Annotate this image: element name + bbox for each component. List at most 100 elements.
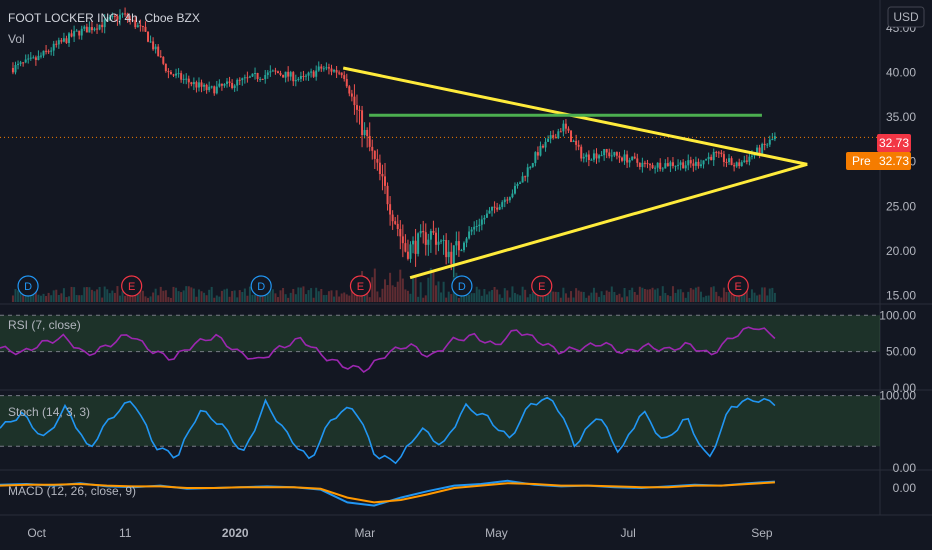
rsi-pane[interactable] — [0, 314, 880, 374]
volume-bar — [633, 291, 636, 302]
volume-bar — [730, 292, 733, 302]
volume-legend: Vol — [8, 32, 25, 46]
candle-body — [771, 139, 774, 141]
candle-body — [623, 154, 626, 161]
volume-bar — [669, 296, 672, 302]
candle-body — [368, 135, 371, 147]
candle-body — [106, 19, 109, 21]
candle-body — [394, 221, 397, 224]
candle-body — [208, 86, 211, 91]
candle-body — [478, 224, 481, 227]
volume-bar — [649, 289, 652, 302]
volume-bar — [129, 293, 132, 302]
event-marker-circle — [121, 275, 143, 297]
volume-bar — [406, 290, 409, 302]
volume-bar — [424, 295, 427, 302]
earnings-event-marker[interactable]: E — [531, 275, 553, 297]
volume-bar — [417, 296, 420, 302]
volume-bar — [697, 286, 700, 302]
candle-body — [717, 152, 720, 154]
candle-body — [96, 28, 99, 30]
volume-bar — [761, 287, 764, 302]
candle-body — [728, 158, 731, 163]
candle-body — [725, 161, 728, 163]
macd-pane[interactable] — [0, 479, 775, 507]
candle-body — [720, 152, 723, 155]
candle-body — [547, 138, 550, 142]
candle-body — [226, 81, 229, 84]
volume-bar — [157, 295, 160, 302]
candle-body — [748, 156, 751, 162]
candle-body — [294, 80, 297, 82]
volume-bar — [419, 282, 422, 302]
volume-bar — [626, 296, 629, 302]
volume-bar — [557, 292, 560, 302]
candle-body — [215, 86, 218, 94]
volume-bar — [164, 290, 167, 302]
candle-body — [17, 63, 20, 66]
candle-body — [131, 19, 134, 21]
candle-body — [88, 27, 91, 33]
candle-body — [218, 83, 221, 87]
volume-bar — [615, 295, 618, 302]
candle-body — [468, 231, 471, 239]
candle-body — [251, 73, 254, 77]
lower-trendline[interactable] — [409, 162, 808, 280]
candle-body — [259, 78, 262, 80]
dividend-event-marker[interactable]: D — [17, 275, 39, 297]
volume-bar — [513, 292, 516, 302]
volume-bar — [11, 295, 14, 302]
volume-bar — [414, 274, 417, 302]
volume-bar — [636, 294, 639, 302]
volume-bar — [37, 294, 40, 302]
earnings-event-marker[interactable]: E — [121, 275, 143, 297]
dividend-event-marker[interactable]: D — [451, 275, 473, 297]
candle-body — [457, 241, 460, 251]
volume-bar — [440, 292, 443, 302]
candle-body — [735, 162, 738, 167]
volume-bar — [600, 291, 603, 302]
candle-body — [322, 68, 325, 70]
candle-body — [626, 154, 629, 163]
volume-bar — [564, 293, 567, 302]
time-tick-label: 2020 — [222, 526, 249, 540]
volume-bar — [259, 295, 262, 302]
volume-bar — [299, 287, 302, 302]
stoch-pane[interactable] — [0, 395, 880, 465]
candle-body — [666, 163, 669, 167]
earnings-event-marker[interactable]: E — [727, 275, 749, 297]
time-axis[interactable]: Oct 11 2020 Mar May Jul Sep — [27, 526, 773, 540]
candle-body — [455, 241, 458, 246]
volume-bar — [162, 290, 165, 302]
event-marker-label: D — [458, 281, 466, 293]
trendline-drawings[interactable] — [342, 66, 808, 280]
candle-body — [682, 162, 685, 169]
candle-body — [529, 166, 532, 168]
volume-bar — [96, 289, 99, 302]
volume-bar — [654, 289, 657, 302]
candle-body — [310, 71, 313, 73]
volume-bar — [269, 290, 272, 302]
time-tick-label: May — [485, 526, 508, 540]
candle-body — [465, 238, 468, 243]
candle-body — [659, 162, 662, 169]
candle-body — [141, 25, 144, 27]
earnings-event-marker[interactable]: E — [349, 275, 372, 297]
volume-bar — [177, 291, 180, 302]
volume-bar — [233, 290, 236, 302]
candle-body — [587, 154, 590, 160]
volume-bar — [256, 291, 259, 302]
candle-body — [80, 28, 83, 36]
volume-bar — [501, 297, 504, 302]
candle-body — [22, 62, 25, 64]
candle-body — [462, 242, 465, 251]
volume-bar — [378, 297, 381, 302]
volume-bar — [389, 272, 392, 302]
candle-body — [399, 228, 402, 237]
dividend-event-marker[interactable]: D — [250, 275, 272, 297]
currency-button[interactable]: USD — [887, 6, 925, 28]
candle-body — [47, 51, 50, 53]
